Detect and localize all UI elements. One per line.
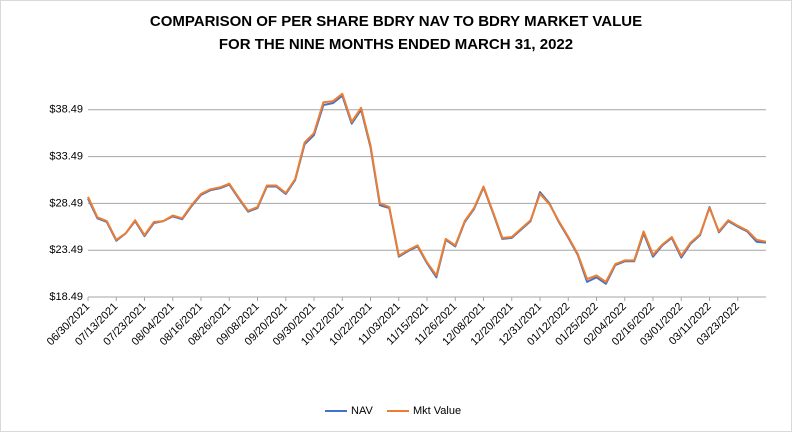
legend-label: Mkt Value (413, 405, 461, 417)
y-tick-label: $33.49 (49, 151, 83, 163)
legend-label: NAV (351, 405, 373, 417)
y-tick-label: $28.49 (49, 197, 83, 209)
chart-title: COMPARISON OF PER SHARE BDRY NAV TO BDRY… (150, 13, 642, 30)
y-tick-label: $18.49 (49, 291, 83, 303)
line-series (87, 92, 767, 283)
y-tick-label: $23.49 (49, 244, 83, 256)
chart-title: FOR THE NINE MONTHS ENDED MARCH 31, 2022 (219, 36, 573, 53)
y-tick-label: $38.49 (49, 104, 83, 116)
